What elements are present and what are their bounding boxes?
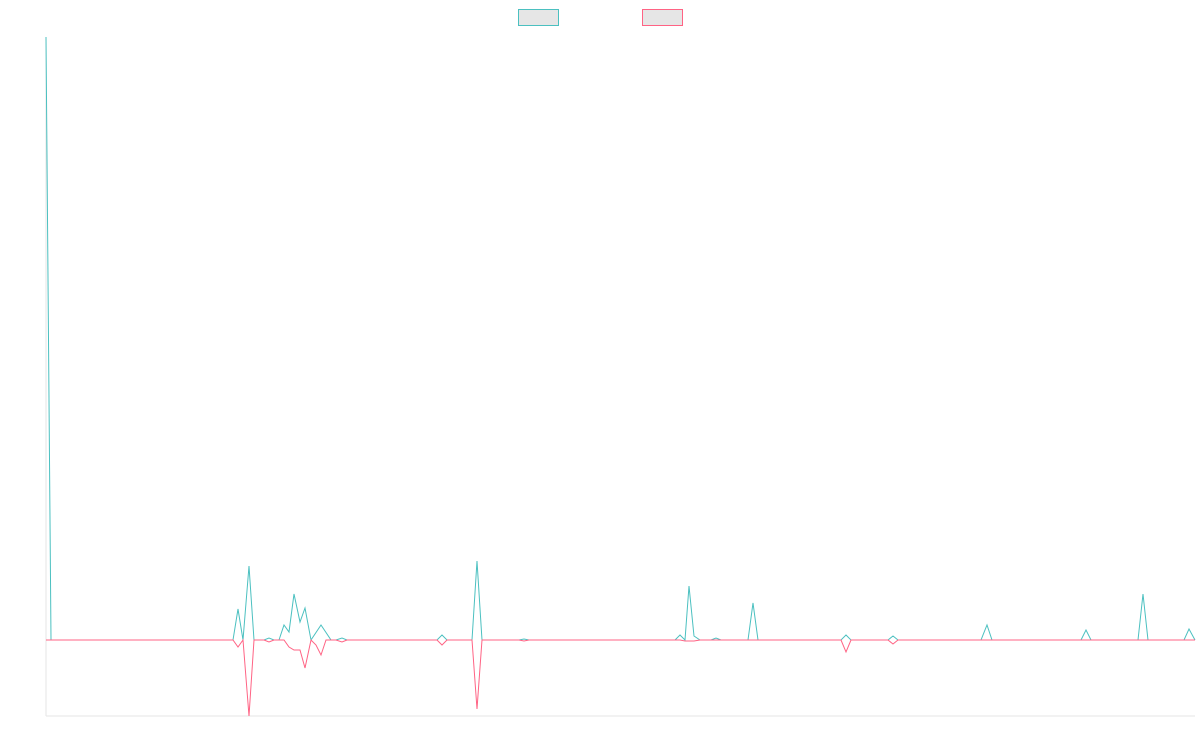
legend-swatch bbox=[642, 9, 683, 26]
series-line bbox=[46, 638, 1195, 717]
series-line bbox=[45, 36, 1196, 642]
legend-swatch bbox=[518, 9, 559, 26]
